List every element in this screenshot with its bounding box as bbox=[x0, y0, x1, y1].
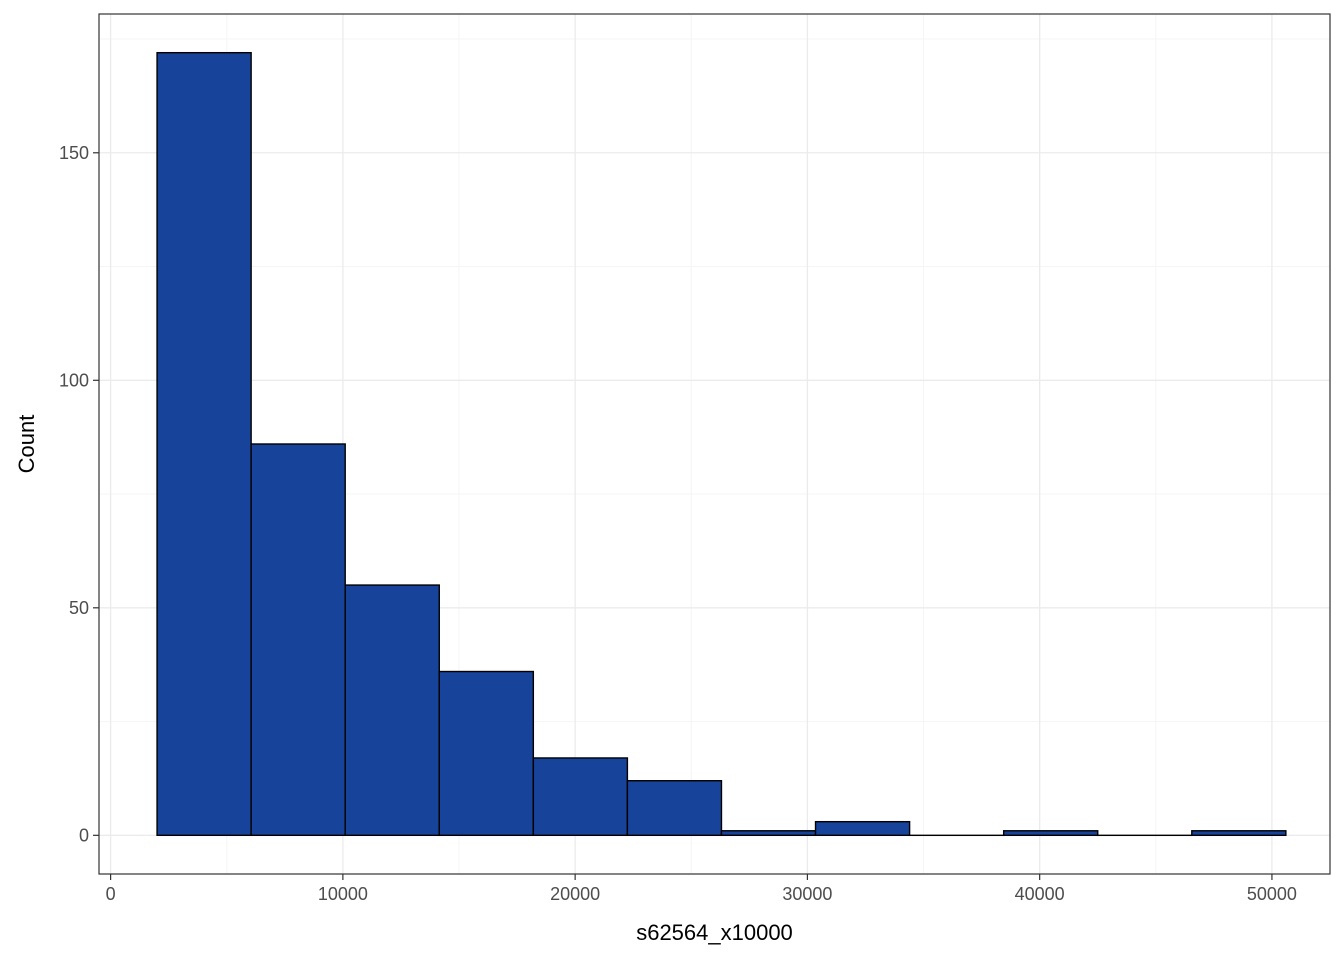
x-tick-label: 0 bbox=[106, 884, 116, 904]
y-tick-label: 0 bbox=[79, 825, 89, 845]
x-axis: 0 10000 20000 30000 40000 50000 bbox=[106, 874, 1297, 904]
y-tick-label: 50 bbox=[69, 598, 89, 618]
x-tick-label: 10000 bbox=[318, 884, 368, 904]
y-axis: 0 50 100 150 bbox=[59, 143, 99, 845]
x-tick-label: 50000 bbox=[1247, 884, 1297, 904]
histogram-bar bbox=[156, 51, 252, 837]
histogram-bar bbox=[250, 443, 346, 837]
y-axis-title: Count bbox=[14, 415, 39, 474]
histogram-bar bbox=[1191, 830, 1287, 837]
histogram-bars bbox=[156, 51, 1287, 837]
histogram-bar bbox=[1002, 830, 1099, 837]
plot-panel-border bbox=[98, 13, 1331, 875]
y-tick-label: 100 bbox=[59, 370, 89, 390]
major-gridlines bbox=[99, 14, 1330, 874]
y-tick-label: 150 bbox=[59, 143, 89, 163]
histogram-bar bbox=[626, 780, 723, 837]
histogram-bar bbox=[438, 670, 535, 837]
x-axis-title: s62564_x10000 bbox=[636, 920, 793, 945]
histogram-bar bbox=[814, 820, 911, 837]
x-tick-label: 30000 bbox=[782, 884, 832, 904]
x-tick-label: 40000 bbox=[1015, 884, 1065, 904]
x-tick-label: 20000 bbox=[550, 884, 600, 904]
histogram-bar bbox=[720, 830, 817, 837]
histogram-bar bbox=[532, 757, 629, 837]
histogram-bar bbox=[344, 584, 440, 837]
